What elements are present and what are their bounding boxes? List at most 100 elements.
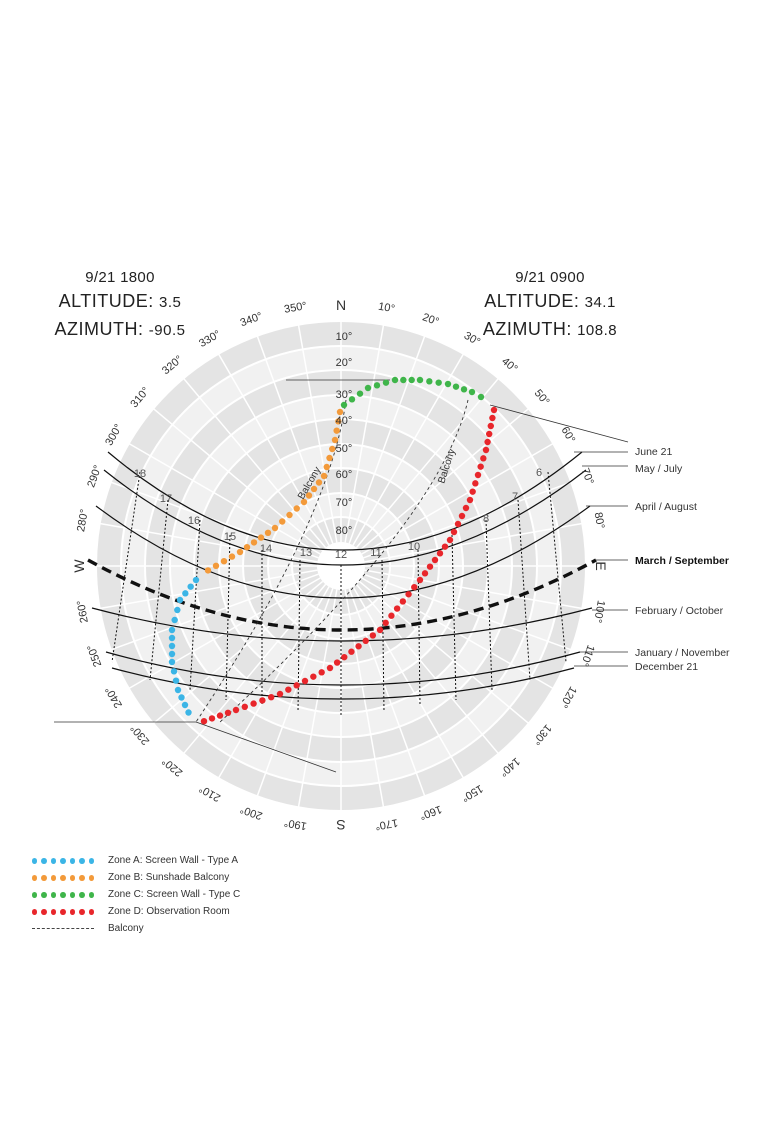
zone-c-dot — [426, 378, 433, 385]
zone-d-dot — [216, 712, 224, 719]
azimuth-label: 200° — [239, 803, 264, 822]
azimuth-label: 250° — [85, 643, 104, 668]
legend-swatch — [32, 907, 94, 917]
altitude-row: ALTITUDE: 34.1 — [440, 288, 660, 316]
legend-label: Balcony — [108, 923, 144, 934]
azimuth-label: 40° — [499, 355, 519, 375]
zone-d-dot — [250, 700, 257, 707]
azimuth-label: 240° — [103, 684, 125, 710]
zone-b-dot — [329, 445, 336, 453]
altitude-row: ALTITUDE: 3.5 — [10, 288, 230, 316]
azimuth-label: 190° — [283, 816, 308, 832]
month-label: May / July — [635, 463, 683, 475]
azimuth-spoke — [217, 353, 330, 546]
zone-d-dot — [200, 718, 208, 725]
legend-swatch — [32, 856, 94, 866]
azimuth-label: 110° — [578, 643, 597, 668]
azimuth-spoke — [364, 522, 583, 563]
zone-b-dot — [336, 408, 344, 416]
zone-a-dot — [176, 596, 184, 604]
zone-a-dot — [174, 606, 181, 614]
month-arc — [87, 558, 597, 632]
compass-north: N — [336, 297, 346, 313]
morning-readout: 9/21 0900 ALTITUDE: 34.1 AZIMUTH: 108.8 — [440, 268, 660, 344]
altitude-value: 34.1 — [584, 294, 616, 311]
azimuth-spoke — [297, 324, 338, 543]
azimuth-spoke — [99, 569, 318, 610]
zone-d-dot — [285, 686, 292, 693]
month-label: February / October — [635, 605, 724, 617]
zone-a-dot — [168, 642, 176, 650]
hour-line — [297, 559, 301, 713]
zone-d-dot — [474, 471, 482, 479]
azimuth-label: 20° — [421, 311, 441, 328]
zone-d-dot — [431, 556, 439, 564]
azimuth-label: 330° — [197, 328, 223, 350]
zone-b-dot — [250, 539, 258, 546]
azimuth-label: 300° — [103, 422, 125, 448]
zone-d-dot — [454, 520, 462, 528]
zone-b-dot — [257, 534, 265, 541]
zone-d-dot — [382, 619, 389, 627]
zone-d-dot — [477, 463, 484, 470]
hour-label: 17 — [160, 493, 172, 505]
zone-b-dot — [305, 492, 313, 499]
zone-d-dot — [376, 626, 384, 634]
azimuth-label: 340° — [239, 310, 264, 329]
azimuth-spoke — [352, 353, 465, 546]
zone-d-dot — [436, 550, 444, 557]
zone-b-dot — [315, 479, 323, 486]
azimuth-spoke — [256, 335, 334, 544]
zone-b-dot — [331, 436, 339, 444]
altitude-label: 10° — [336, 331, 353, 343]
month-label: April / August — [635, 501, 697, 513]
zone-b-dot — [333, 427, 340, 434]
altitude-label: 20° — [336, 357, 353, 369]
azimuth-label: 160° — [418, 803, 443, 822]
zone-d-dot — [310, 673, 317, 680]
zone-d-dot — [241, 703, 248, 710]
azimuth-label: 350° — [283, 300, 308, 316]
hour-label: 10 — [408, 541, 420, 553]
zone-c-dot — [444, 380, 452, 388]
legend-label: Zone D: Observation Room — [108, 906, 230, 917]
azimuth-row: AZIMUTH: 108.8 — [440, 316, 660, 344]
azimuth-label: 280° — [75, 508, 91, 533]
azimuth-spoke — [358, 580, 530, 725]
azimuth-spokes — [96, 321, 586, 811]
azimuth-spoke — [364, 569, 583, 610]
zone-a-dot — [168, 658, 176, 666]
azimuth-label: 140° — [497, 755, 522, 779]
zone-b-dot — [320, 472, 328, 480]
diagram-labels: N E S W 10° 20° 30° 40° 50° 60° 70° 80° 100° 110° 120°… — [71, 297, 730, 833]
zone-b-dot — [323, 463, 330, 471]
altitude-label: 70° — [336, 497, 353, 509]
hour-label: 14 — [260, 543, 272, 555]
zone-d-dot — [301, 677, 309, 685]
readout-date: 9/21 0900 — [515, 269, 585, 286]
zone-a-dot — [178, 694, 185, 701]
zone-d-dot — [362, 637, 369, 645]
month-arc — [91, 607, 593, 642]
balcony-lines — [195, 399, 469, 723]
zone-d-dot — [472, 480, 479, 487]
zone-c-dot — [391, 376, 399, 384]
azimuth-label: AZIMUTH: — [482, 319, 572, 339]
zone-b-dot — [264, 529, 272, 536]
zone-d-dot — [341, 653, 348, 661]
zone-dots — [168, 376, 498, 725]
zone-d-dot — [446, 536, 454, 544]
azimuth-spoke — [128, 442, 321, 555]
zone-c-dot — [364, 384, 372, 392]
azimuth-spoke — [110, 481, 319, 559]
zone-c-dot — [348, 396, 356, 403]
zone-b-dot — [293, 505, 300, 512]
azimuth-value: -90.5 — [148, 322, 186, 339]
altitude-label: 50° — [336, 443, 353, 455]
legend-swatch — [32, 890, 94, 900]
zone-c-dot — [477, 393, 485, 401]
altitude-value: 3.5 — [159, 294, 182, 311]
azimuth-label: 150° — [459, 782, 485, 804]
azimuth-label: 70° — [579, 467, 596, 487]
